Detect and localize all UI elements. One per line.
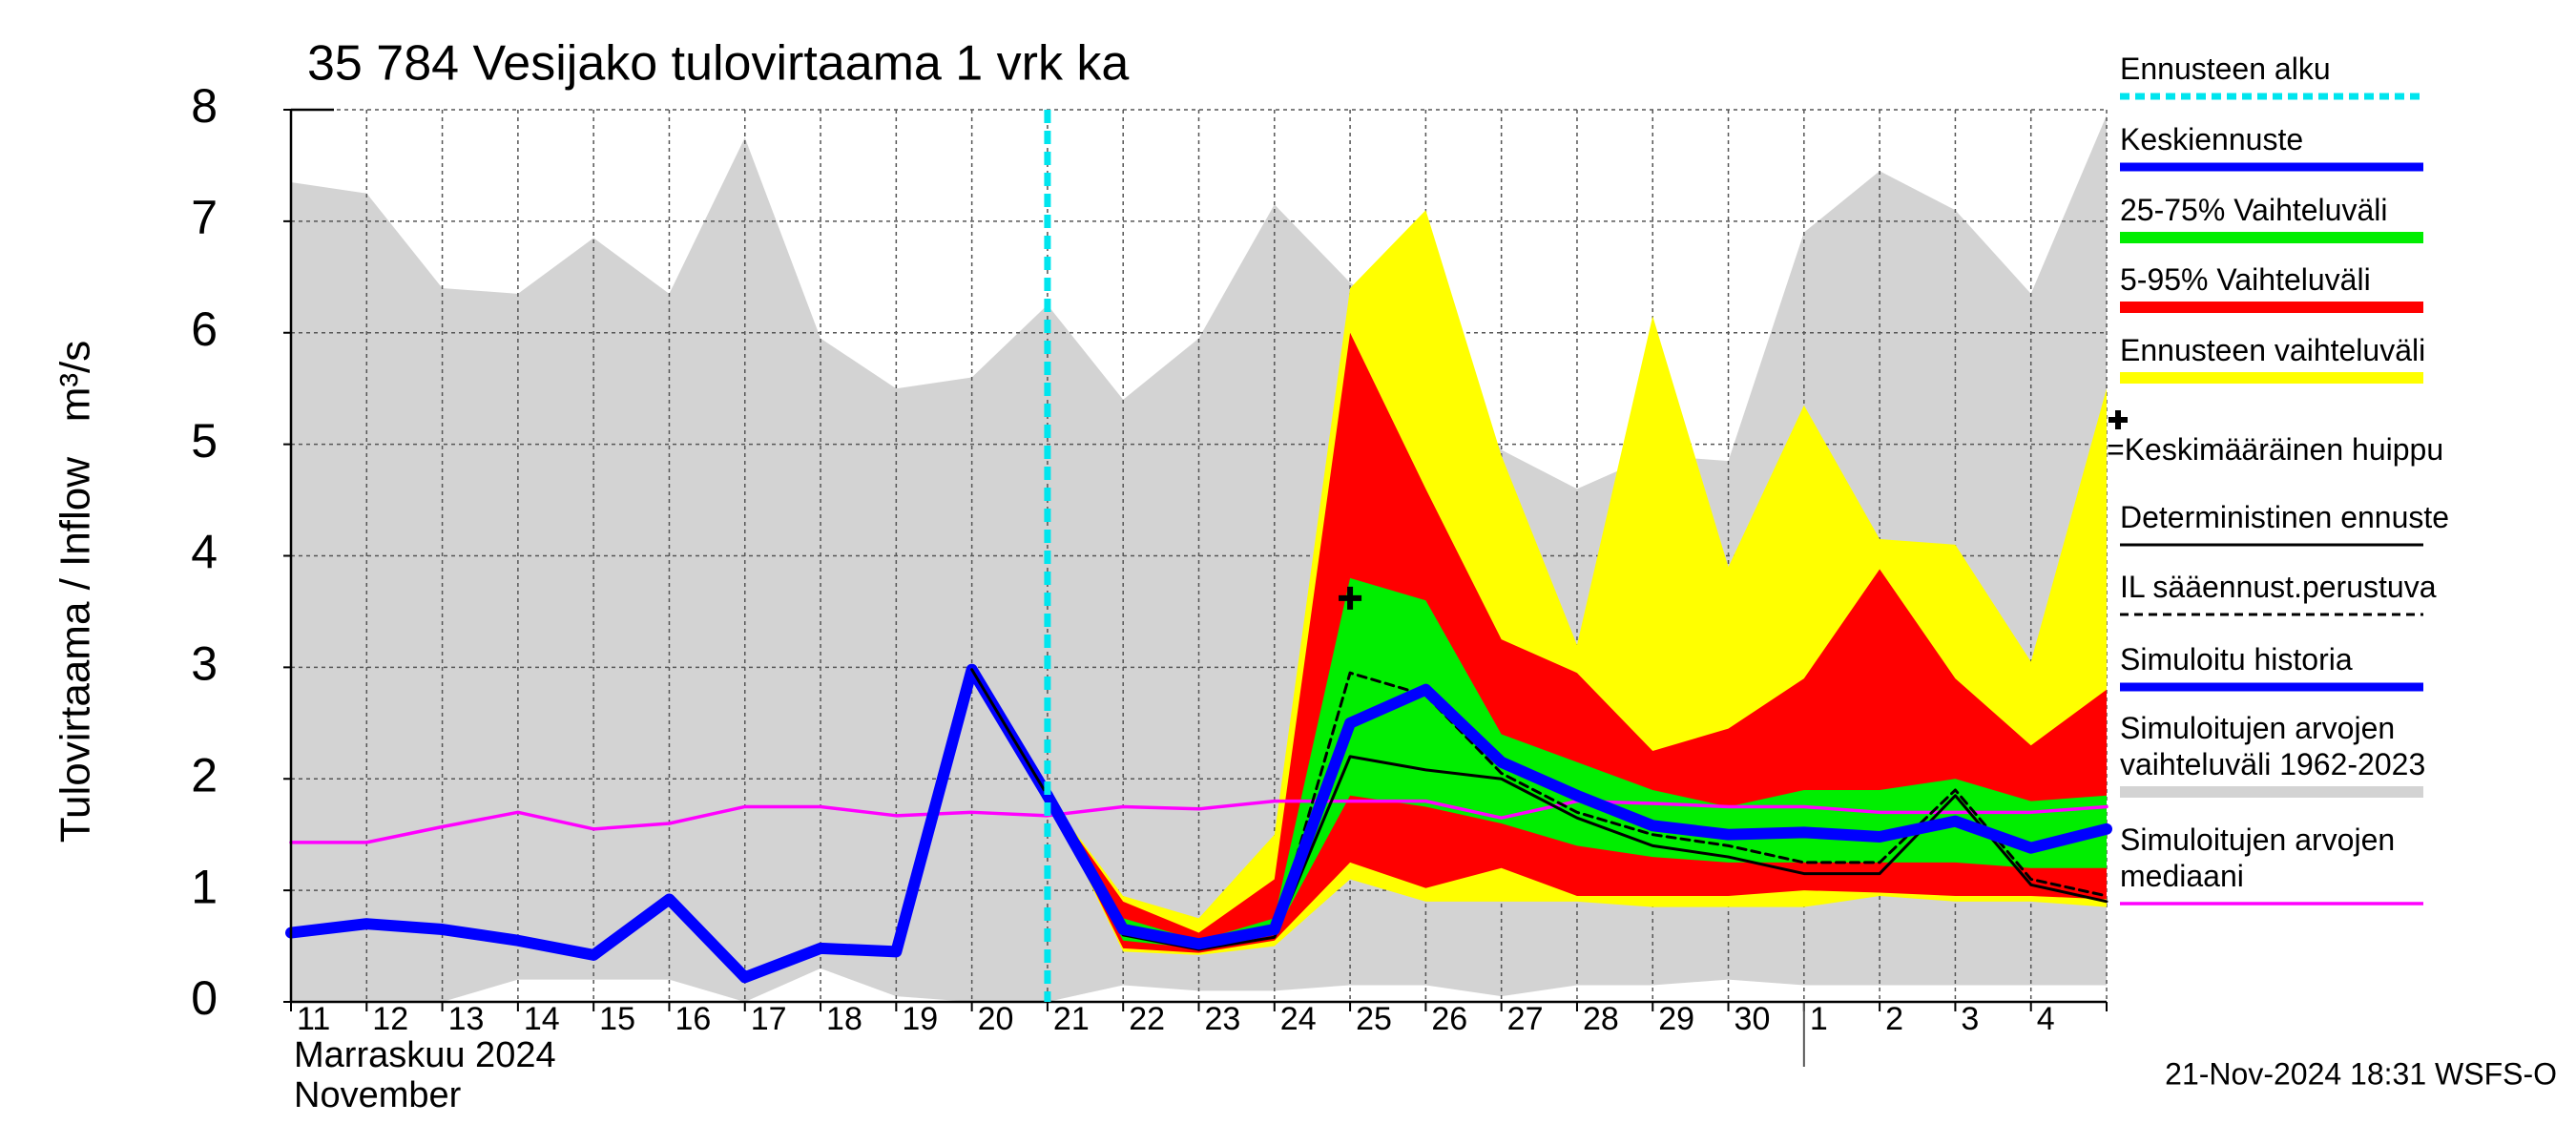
y-tick-label: 6: [191, 302, 218, 356]
legend-swatch: [2120, 93, 2423, 100]
x-tick-label: 17: [751, 1001, 787, 1037]
legend-item: Simuloitujen arvojen vaihteluväli 1962-2…: [2120, 710, 2473, 798]
x-tick-label: 25: [1356, 1001, 1392, 1037]
peak-marker: [1339, 586, 1362, 610]
legend-peak-cross: [2109, 409, 2128, 429]
x-tick-label: 1: [1810, 1001, 1828, 1037]
legend-item: Keskiennuste: [2120, 121, 2473, 173]
x-tick-label: 26: [1431, 1001, 1467, 1037]
x-tick-label: 2: [1885, 1001, 1903, 1037]
x-tick-label: 27: [1507, 1001, 1544, 1037]
legend-label: Simuloitu historia: [2120, 641, 2353, 677]
legend-swatch: [2120, 301, 2423, 313]
chart-title: 35 784 Vesijako tulovirtaama 1 vrk ka: [307, 36, 1129, 92]
x-tick-label: 30: [1735, 1001, 1771, 1037]
x-tick-label: 18: [826, 1001, 862, 1037]
y-tick-label: 0: [191, 971, 218, 1025]
x-tick-label: 14: [524, 1001, 560, 1037]
x-tick-label: 28: [1583, 1001, 1619, 1037]
x-tick-label: 13: [448, 1001, 485, 1037]
y-tick-label: 3: [191, 637, 218, 691]
x-tick-label: 24: [1280, 1001, 1317, 1037]
x-tick-label: 22: [1129, 1001, 1165, 1037]
legend-label: IL sääennust.perustuva: [2120, 569, 2437, 604]
line: [289, 799, 2109, 844]
line: [1041, 683, 2112, 950]
legend-text: =Keskimääräinen huippu: [2107, 431, 2444, 467]
x-tick-label: 23: [1205, 1001, 1241, 1037]
legend-label: 25-75% Vaihteluväli: [2120, 193, 2388, 228]
legend-swatch: [2120, 682, 2423, 692]
legend-item: IL sääennust.perustuva: [2120, 569, 2473, 620]
band: [1047, 577, 2107, 948]
y-tick-label: 1: [191, 860, 218, 913]
y-tick-label: 5: [191, 414, 218, 468]
x-tick-label: 16: [675, 1001, 711, 1037]
legend-swatch: [2120, 232, 2423, 244]
x-tick-label: 4: [2037, 1001, 2055, 1037]
legend-swatch: [2120, 785, 2423, 798]
x-axis-label: November: [294, 1075, 462, 1115]
x-tick-label: 15: [599, 1001, 635, 1037]
timestamp: 21-Nov-2024 18:31 WSFS-O: [2165, 1056, 2557, 1091]
x-tick-label: 29: [1658, 1001, 1694, 1037]
y-tick-label: 8: [191, 79, 218, 133]
legend-label: Ennusteen alku: [2120, 52, 2331, 87]
lines: [285, 663, 2112, 984]
legend-label: Simuloitujen arvojen vaihteluväli 1962-2…: [2120, 710, 2426, 781]
legend-item: 5-95% Vaihteluväli: [2120, 261, 2473, 313]
legend-label: Simuloitujen arvojen mediaani: [2120, 822, 2396, 893]
x-tick-label: 19: [902, 1001, 938, 1037]
legend-item: Ennusteen alku: [2120, 51, 2473, 102]
legend-swatch: [2120, 162, 2423, 172]
x-tick-label: 3: [1961, 1001, 1979, 1037]
legend-label: Ennusteen vaihteluväli: [2120, 332, 2426, 367]
legend-item: Deterministinen ennuste: [2120, 499, 2473, 551]
y-tick-label: 7: [191, 191, 218, 244]
legend-label: 5-95% Vaihteluväli: [2120, 261, 2371, 297]
legend-label: =Keskimääräinen huippu: [2107, 408, 2460, 468]
legend-item: Simuloitu historia: [2120, 641, 2473, 693]
x-axis-label: Marraskuu 2024: [294, 1035, 556, 1075]
legend-swatch: [2120, 902, 2423, 906]
legend-item: Simuloitujen arvojen mediaani: [2120, 822, 2473, 909]
x-tick-label: 11: [297, 1001, 330, 1037]
line: [285, 663, 1053, 984]
legend-swatch: [2120, 543, 2423, 547]
legend-label: Deterministinen ennuste: [2120, 500, 2450, 535]
legend-peak-symbol: [2109, 409, 2128, 429]
legend-item: =Keskimääräinen huippu: [2107, 405, 2460, 468]
y-tick-label: 4: [191, 526, 218, 579]
x-tick-label: 12: [372, 1001, 408, 1037]
y-tick-label: 2: [191, 748, 218, 802]
y-axis-label: Tulovirtaama / Inflow m³/s: [52, 341, 99, 843]
legend-swatch: [2120, 613, 2423, 616]
legend-swatch: [2120, 371, 2423, 384]
x-tick-label: 21: [1053, 1001, 1090, 1037]
legend-item: Ennusteen vaihteluväli: [2120, 332, 2473, 384]
legend-item: 25-75% Vaihteluväli: [2120, 192, 2473, 244]
x-tick-label: 20: [978, 1001, 1014, 1037]
legend-label: Keskiennuste: [2120, 122, 2304, 157]
